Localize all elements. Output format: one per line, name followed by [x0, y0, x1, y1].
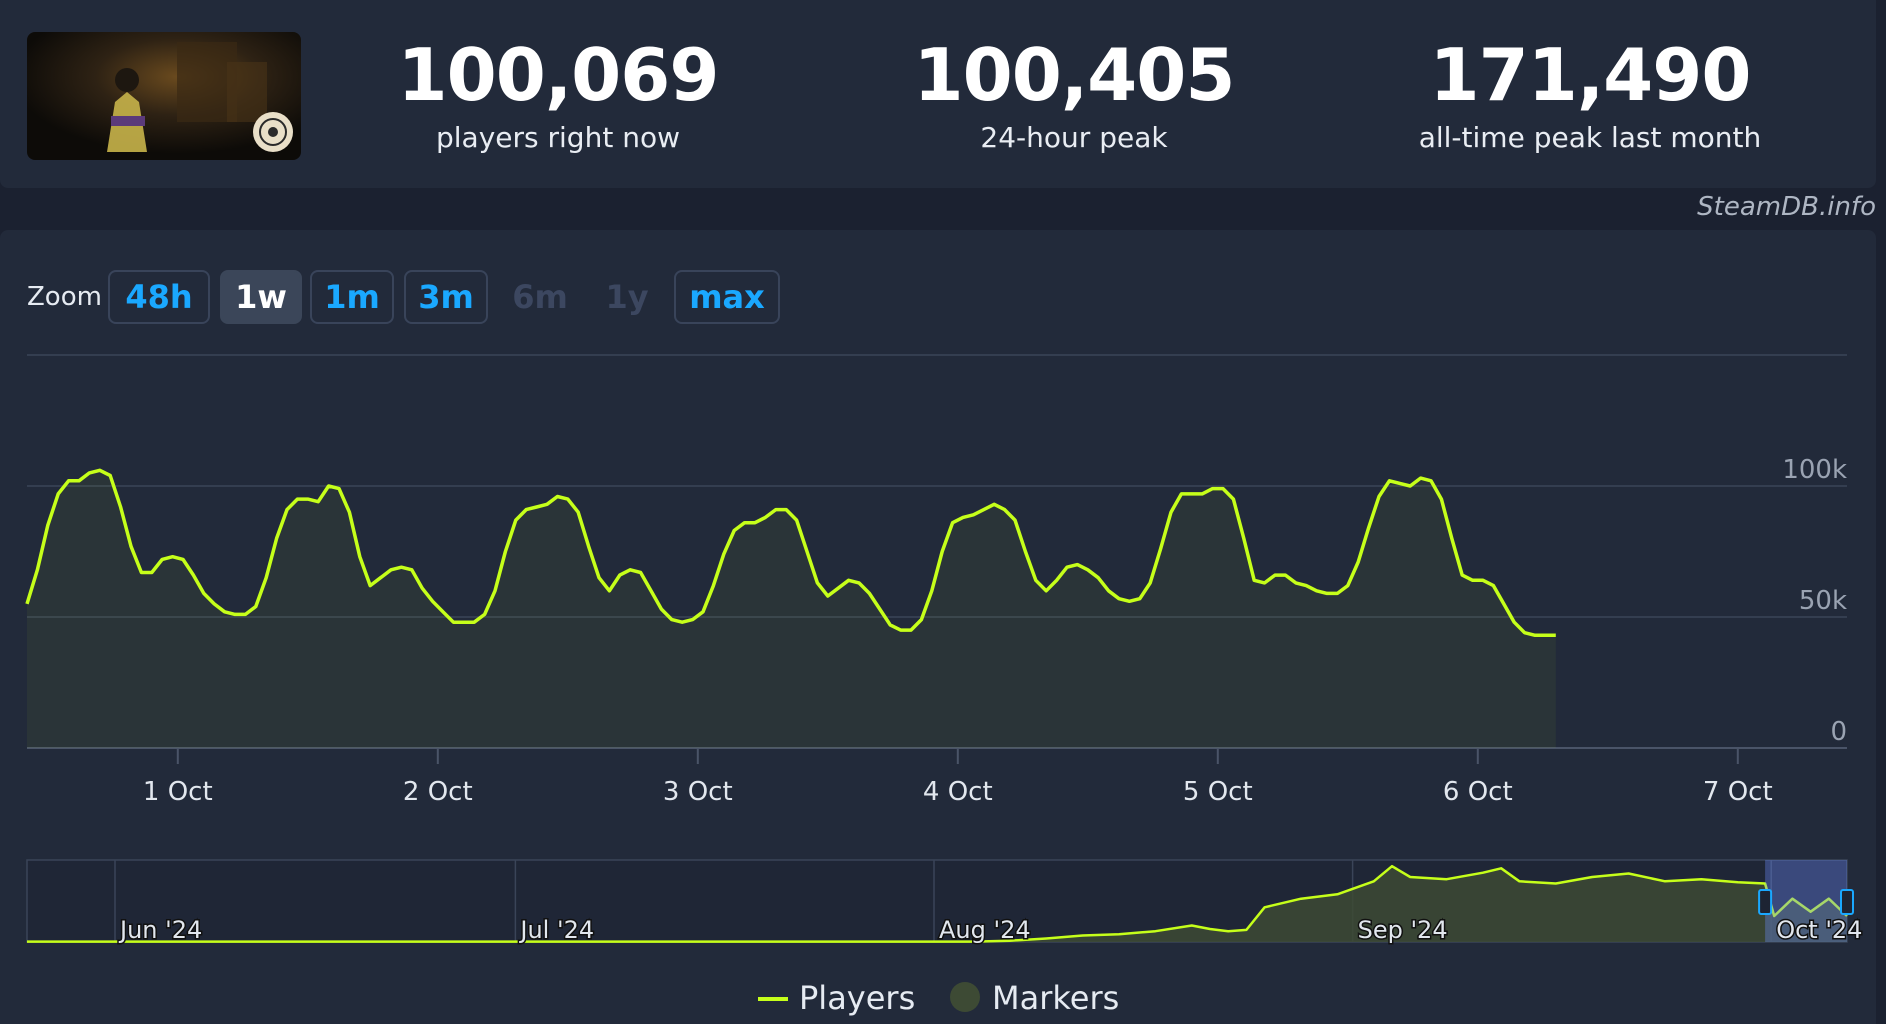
stat-value: 100,069	[397, 33, 720, 117]
navigator-tick-label: Oct '24	[1776, 916, 1862, 944]
stats-header: 100,069 players right now 100,405 24-hou…	[0, 0, 1876, 188]
zoom-label: Zoom	[27, 282, 102, 312]
stat-value: 171,490	[1429, 33, 1752, 117]
x-tick-label: 1 Oct	[143, 777, 213, 807]
stat-current-players: 100,069 players right now	[338, 30, 778, 156]
stat-label: 24-hour peak	[980, 121, 1168, 154]
navigator-right-handle[interactable]	[1840, 889, 1854, 915]
y-tick-label: 50k	[1799, 586, 1847, 616]
zoom-1y-button: 1y	[605, 278, 649, 316]
navigator-selection[interactable]	[1765, 860, 1847, 942]
stat-all-time-peak: 171,490 all-time peak last month	[1370, 30, 1810, 156]
navigator-area	[27, 866, 1847, 942]
chart-credit[interactable]: SteamDB.info	[1697, 192, 1876, 222]
x-tick-label: 4 Oct	[923, 777, 993, 807]
game-thumbnail-image	[27, 32, 301, 160]
zoom-max-button[interactable]: max	[674, 270, 780, 324]
x-tick-label: 3 Oct	[663, 777, 733, 807]
navigator-tick-label: Sep '24	[1358, 916, 1448, 944]
stat-value: 100,405	[913, 33, 1236, 117]
zoom-3m-button[interactable]: 3m	[404, 270, 488, 324]
x-tick-label: 5 Oct	[1183, 777, 1253, 807]
game-thumbnail[interactable]	[27, 32, 301, 160]
game-badge-icon	[253, 112, 293, 152]
zoom-1w-button[interactable]: 1w	[220, 270, 302, 324]
x-tick-label: 7 Oct	[1703, 777, 1773, 807]
zoom-6m-button: 6m	[512, 278, 568, 316]
legend-markers-symbol	[950, 982, 980, 1012]
zoom-48h-button[interactable]: 48h	[108, 270, 210, 324]
x-tick-label: 6 Oct	[1443, 777, 1513, 807]
navigator-left-handle[interactable]	[1758, 889, 1773, 915]
zoom-1m-button[interactable]: 1m	[310, 270, 394, 324]
navigator-tick-label: Jun '24	[118, 916, 202, 944]
players-area	[27, 470, 1556, 748]
navigator-tick-label: Aug '24	[939, 916, 1031, 944]
stat-label: all-time peak last month	[1418, 121, 1762, 154]
y-tick-label: 100k	[1782, 455, 1847, 485]
players-line[interactable]	[25, 468, 1556, 638]
x-tick-label: 2 Oct	[403, 777, 473, 807]
legend-markers-label: Markers	[992, 979, 1119, 1017]
legend-players-label: Players	[799, 979, 915, 1017]
stat-24h-peak: 100,405 24-hour peak	[854, 30, 1294, 156]
y-tick-label: 0	[1830, 717, 1847, 747]
stat-label: players right now	[436, 121, 680, 154]
navigator-tick-label: Jul '24	[518, 916, 594, 944]
navigator-line	[27, 864, 1848, 943]
